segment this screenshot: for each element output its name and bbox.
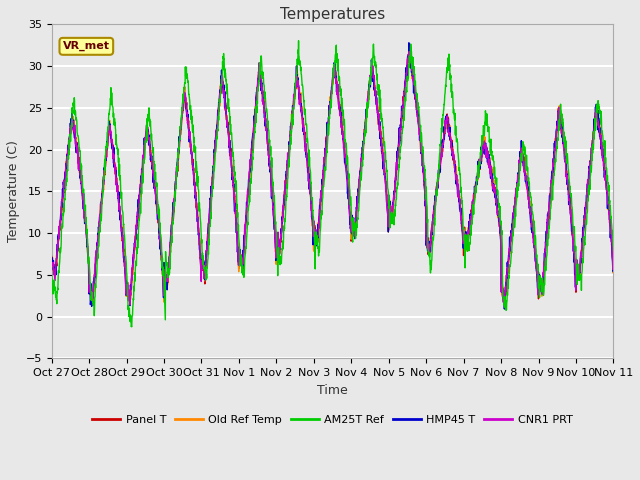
AM25T Ref (205, 252, 212, 257)
Panel T (89, 300, 97, 306)
CNR1 PRT (497, 229, 504, 235)
Old Ref Temp (204, 229, 212, 235)
Old Ref Temp (405, 41, 413, 47)
HMP45 T (361, 123, 369, 129)
Panel T (406, 45, 413, 50)
AM25T Ref (128, 324, 136, 330)
HMP45 T (349, 221, 356, 227)
CNR1 PRT (205, 220, 212, 226)
Panel T (576, 267, 584, 273)
CNR1 PRT (609, 258, 617, 264)
Legend: Panel T, Old Ref Temp, AM25T Ref, HMP45 T, CNR1 PRT: Panel T, Old Ref Temp, AM25T Ref, HMP45 … (88, 411, 577, 430)
Line: Panel T: Panel T (52, 48, 613, 303)
HMP45 T (48, 257, 56, 263)
Old Ref Temp (48, 263, 56, 268)
CNR1 PRT (576, 269, 584, 275)
Text: VR_met: VR_met (63, 41, 110, 51)
HMP45 T (500, 306, 508, 312)
AM25T Ref (294, 38, 302, 44)
Panel T (349, 217, 356, 223)
HMP45 T (561, 140, 568, 146)
CNR1 PRT (48, 261, 56, 267)
HMP45 T (405, 40, 413, 46)
AM25T Ref (609, 248, 617, 254)
CNR1 PRT (362, 120, 369, 126)
Old Ref Temp (361, 127, 369, 133)
Panel T (362, 128, 369, 134)
Panel T (48, 253, 56, 259)
Line: CNR1 PRT: CNR1 PRT (52, 52, 613, 305)
CNR1 PRT (126, 302, 134, 308)
Panel T (561, 142, 568, 148)
Panel T (205, 225, 212, 230)
Old Ref Temp (576, 272, 584, 277)
Old Ref Temp (496, 226, 504, 232)
AM25T Ref (362, 132, 369, 138)
Old Ref Temp (349, 229, 356, 235)
AM25T Ref (48, 264, 56, 270)
CNR1 PRT (406, 49, 413, 55)
X-axis label: Time: Time (317, 384, 348, 397)
Title: Temperatures: Temperatures (280, 7, 385, 22)
Line: HMP45 T: HMP45 T (52, 43, 613, 309)
AM25T Ref (576, 277, 584, 283)
CNR1 PRT (349, 228, 356, 234)
Old Ref Temp (561, 147, 568, 153)
HMP45 T (609, 254, 617, 260)
CNR1 PRT (561, 146, 568, 152)
AM25T Ref (497, 211, 504, 217)
AM25T Ref (349, 215, 357, 220)
Y-axis label: Temperature (C): Temperature (C) (7, 141, 20, 242)
Line: Old Ref Temp: Old Ref Temp (52, 44, 613, 302)
AM25T Ref (561, 129, 568, 135)
Panel T (609, 264, 617, 269)
Old Ref Temp (609, 260, 617, 265)
HMP45 T (204, 224, 212, 229)
Old Ref Temp (501, 300, 509, 305)
Panel T (497, 228, 504, 234)
Line: AM25T Ref: AM25T Ref (52, 41, 613, 327)
HMP45 T (576, 270, 584, 276)
HMP45 T (496, 230, 504, 236)
